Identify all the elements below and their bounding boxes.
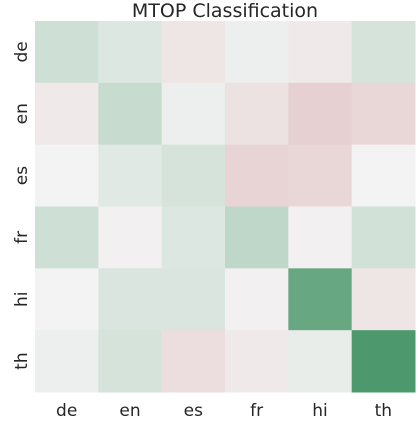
x-axis-tick-labels: de en es fr hi th [56,401,392,421]
heatmap-cell-fr-en [98,206,163,269]
heatmap-cell-de-de [35,21,99,84]
heatmap-cell-th-en [98,330,163,393]
heatmap-cell-es-es [161,144,226,207]
heatmap-cell-hi-de [35,268,99,331]
heatmap-cell-es-th [351,144,416,207]
heatmap-cell-es-de [35,144,99,207]
heatmap-cell-fr-fr [225,206,289,269]
heatmap-cell-en-de [35,82,99,146]
y-tick-label-hi: hi [12,292,32,308]
heatmap-cell-th-fr [225,330,289,393]
y-tick-label-th: th [12,352,32,369]
heatmap-cell-es-fr [225,144,289,207]
heatmap-cell-de-es [161,21,226,84]
x-tick-label-hi: hi [312,401,328,421]
heatmap-cell-de-th [351,21,416,84]
heatmap-cell-hi-hi [288,268,353,331]
heatmap-cell-fr-de [35,206,99,269]
y-tick-label-es: es [12,166,32,185]
y-tick-label-de: de [12,41,32,62]
y-tick-label-fr: fr [12,231,32,244]
heatmap-cell-de-en [98,21,163,84]
heatmap-cell-fr-es [161,206,226,269]
heatmap-cell-de-fr [225,21,289,84]
heatmap-cell-hi-th [351,268,416,331]
y-axis-tick-labels: de en es fr hi th [12,41,32,370]
heatmap-cell-th-de [35,330,99,393]
heatmap-cell-fr-hi [288,206,353,269]
heatmap-cell-es-en [98,144,163,207]
x-tick-label-th: th [375,401,392,421]
heatmap-cell-fr-th [351,206,416,269]
heatmap-cell-en-es [161,82,226,146]
heatmap-cell-th-th [351,330,416,393]
x-tick-label-fr: fr [250,401,263,421]
heatmap-cell-th-hi [288,330,353,393]
heatmap-cell-hi-en [98,268,163,331]
heatmap-cell-en-fr [225,82,289,146]
heatmap-cell-en-hi [288,82,353,146]
heatmap-cell-th-es [161,330,226,393]
chart-title: MTOP Classification [132,0,318,22]
heatmap-cell-de-hi [288,21,353,84]
x-tick-label-en: en [119,401,140,421]
heatmap-cell-es-hi [288,144,353,207]
heatmap-cell-en-en [98,82,163,146]
heatmap-cell-hi-es [161,268,226,331]
heatmap-cell-hi-fr [225,268,289,331]
heatmap-cell-en-th [351,82,416,146]
x-tick-label-es: es [184,401,203,421]
heatmap-cells [35,21,416,393]
x-tick-label-de: de [56,401,77,421]
y-tick-label-en: en [12,103,32,124]
